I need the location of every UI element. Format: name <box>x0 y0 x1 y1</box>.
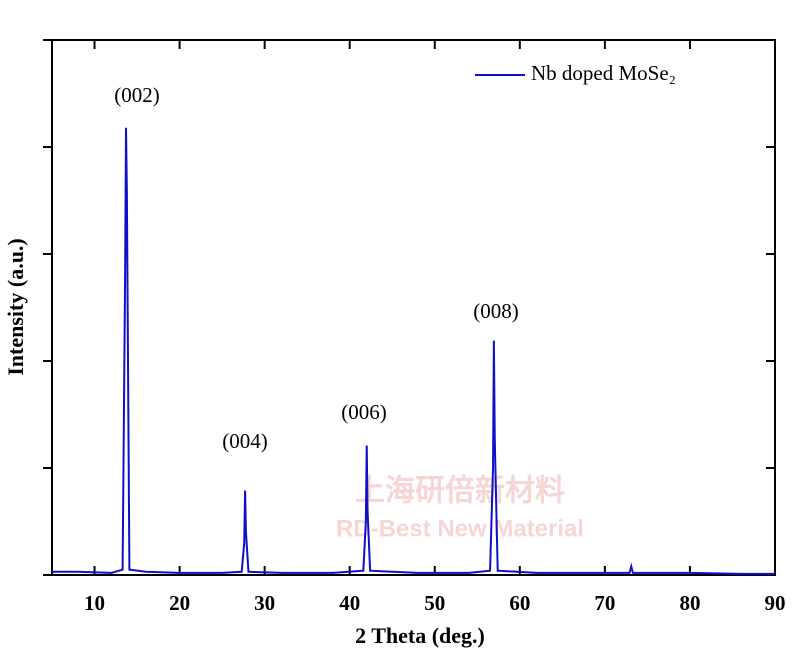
watermark: 上海研倍新材料 <box>355 474 565 509</box>
peak-annotation: (004) <box>222 429 268 453</box>
x-tick-label: 60 <box>509 591 530 615</box>
x-tick-label: 90 <box>765 591 786 615</box>
y-axis-label: Intensity (a.u.) <box>3 238 28 376</box>
x-tick-label: 80 <box>679 591 700 615</box>
data-line <box>52 127 775 575</box>
legend-label: Nb doped MoSe₂ <box>531 61 676 85</box>
peak-annotation: (002) <box>114 83 160 107</box>
x-tick-label: 40 <box>339 591 360 615</box>
x-axis-label: 2 Theta (deg.) <box>355 623 485 648</box>
x-tick-label: 70 <box>594 591 615 615</box>
peak-annotation: (006) <box>341 400 387 424</box>
x-tick-label: 10 <box>84 591 105 615</box>
watermark: RD-Best New Material <box>336 515 584 542</box>
peak-annotation: (008) <box>473 299 519 323</box>
x-tick-label: 30 <box>254 591 275 615</box>
x-tick-label: 50 <box>424 591 445 615</box>
x-tick-label: 20 <box>169 591 190 615</box>
plot-frame <box>51 39 776 576</box>
